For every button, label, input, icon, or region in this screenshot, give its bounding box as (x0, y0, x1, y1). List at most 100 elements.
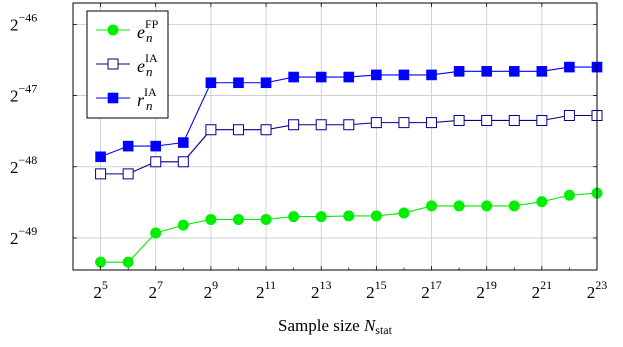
x-tick-label-exponent: 11 (265, 278, 277, 292)
data-point (150, 156, 162, 168)
x-tick-label-exponent: 7 (157, 278, 163, 292)
x-tick-label: 213 (311, 278, 332, 302)
x-tick-label-exponent: 5 (102, 278, 108, 292)
x-axis-label: Sample size Nstat (278, 316, 393, 337)
series-1 (95, 109, 603, 180)
y-tick-label: 2−46 (10, 10, 37, 34)
tick-labels: 25 27 29 211 213 215 217 219 221 2232−462−472−482… (10, 10, 607, 302)
data-point (95, 256, 107, 268)
data-point (177, 156, 189, 168)
data-point (563, 109, 575, 121)
x-tick-label-exponent: 23 (595, 278, 607, 292)
ticks (73, 3, 598, 270)
x-tick-label-exponent: 13 (319, 278, 331, 292)
data-point (150, 227, 162, 239)
data-point (426, 117, 438, 129)
legend-entry: rIA n (96, 85, 157, 113)
data-point (481, 114, 493, 126)
data-point (260, 77, 272, 89)
x-tick-label-exponent: 15 (375, 278, 387, 292)
data-point (426, 200, 438, 212)
data-point (260, 124, 272, 136)
data-point (315, 71, 327, 83)
data-point (370, 210, 382, 222)
data-point (150, 140, 162, 152)
x-tick-label-exponent: 9 (212, 278, 218, 292)
data-point (232, 124, 244, 136)
x-tick-label-base: 2 (587, 283, 596, 302)
data-point (260, 213, 272, 225)
x-tick-label-base: 2 (93, 283, 102, 302)
y-tick-label: 2−48 (10, 153, 37, 177)
data-point (288, 71, 299, 83)
data-point (536, 114, 548, 126)
data-point (205, 213, 217, 225)
series-2 (95, 61, 603, 163)
legend-label: eFP n (137, 17, 159, 45)
data-point (122, 140, 134, 152)
x-tick-label: 27 (148, 278, 163, 302)
y-tick-label: 2−49 (10, 224, 37, 248)
x-tick-label-exponent: 19 (485, 278, 497, 292)
x-tick-label-base: 2 (476, 283, 485, 302)
legend-label-sub: n (146, 98, 153, 113)
data-point (122, 168, 134, 180)
data-point (288, 119, 300, 131)
data-point (371, 69, 382, 81)
data-point (178, 137, 189, 148)
y-tick-label-exponent: −47 (19, 82, 38, 96)
data-point (536, 66, 548, 77)
data-point (536, 196, 548, 208)
data-point (205, 77, 217, 89)
data-point (508, 200, 520, 212)
data-point (564, 61, 575, 73)
x-tick-label: 211 (256, 278, 276, 302)
legend-label-var: e (137, 56, 145, 76)
legend-marker (107, 92, 119, 104)
x-tick-label-base: 2 (256, 283, 265, 302)
legend-label-sub: n (146, 30, 153, 45)
legend-label-var: e (137, 22, 145, 42)
data-point (426, 69, 437, 81)
y-tick-label-exponent: −49 (19, 224, 38, 238)
axes-frame (72, 2, 598, 271)
legend-label-sup: IA (145, 51, 158, 65)
x-axis-label-var: N (363, 316, 377, 335)
legend-label-sup: IA (144, 85, 157, 99)
legend-entry: eFP n (96, 17, 159, 45)
y-tick-label-base: 2 (10, 15, 19, 34)
x-tick-label: 25 (93, 278, 108, 302)
data-point (233, 77, 244, 89)
x-axis-label-main: Sample size (278, 316, 364, 335)
legend-marker (107, 24, 119, 36)
series-layer (95, 61, 603, 268)
y-tick-label-base: 2 (10, 158, 19, 177)
y-tick-label-base: 2 (10, 229, 19, 248)
x-tick-label: 215 (366, 278, 387, 302)
x-tick-label-base: 2 (311, 283, 320, 302)
x-tick-label: 29 (204, 278, 219, 302)
data-point (398, 207, 410, 219)
series-0 (95, 187, 603, 268)
y-tick-label-exponent: −48 (19, 153, 38, 167)
data-point (481, 200, 493, 212)
legend-marker (107, 58, 119, 70)
y-tick-label: 2−47 (10, 82, 37, 106)
x-tick-label-exponent: 21 (540, 278, 552, 292)
data-point (398, 69, 410, 81)
y-tick-label-base: 2 (10, 87, 19, 106)
legend-label-sub: n (146, 64, 153, 79)
data-point (343, 119, 355, 131)
data-point (370, 117, 382, 129)
data-point (453, 114, 465, 126)
data-point (508, 114, 520, 126)
x-tick-label: 219 (476, 278, 497, 302)
data-point (508, 66, 520, 77)
y-tick-label-exponent: −46 (19, 10, 38, 24)
series-line (100, 192, 598, 263)
legend-entry: eIA n (96, 51, 158, 79)
legend-label-var: r (137, 90, 145, 110)
x-tick-label-base: 2 (532, 283, 541, 302)
